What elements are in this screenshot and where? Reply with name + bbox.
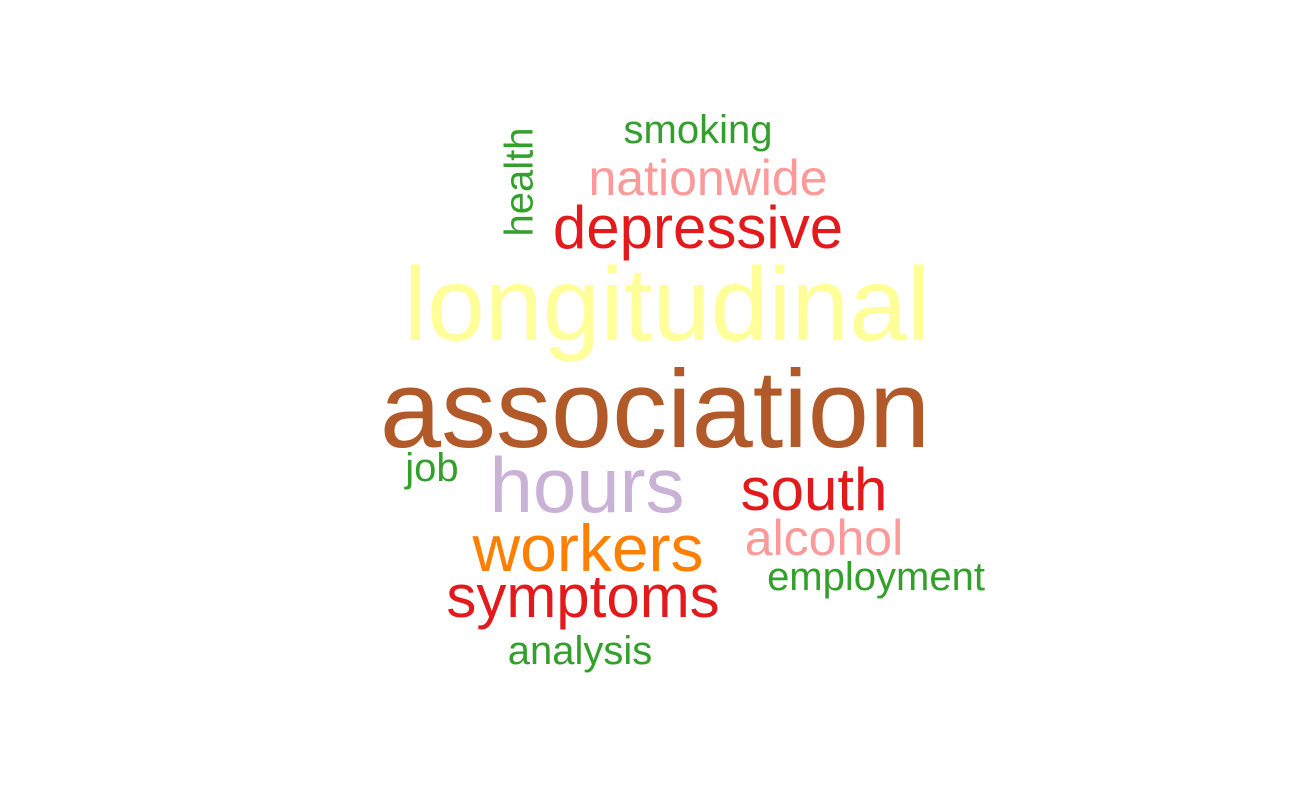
word-job: job bbox=[405, 446, 459, 490]
word-health: health bbox=[496, 127, 541, 237]
word-association: association bbox=[379, 348, 931, 471]
word-depressive: depressive bbox=[552, 194, 844, 261]
word-alcohol: alcohol bbox=[744, 510, 904, 566]
word-symptoms: symptoms bbox=[446, 563, 720, 630]
word-longitudinal: longitudinal bbox=[403, 247, 931, 363]
word-employment: employment bbox=[767, 555, 985, 599]
word-smoking: smoking bbox=[623, 108, 773, 152]
word-nationwide: nationwide bbox=[588, 150, 828, 206]
word-hours: hours bbox=[489, 441, 685, 529]
word-south: south bbox=[740, 456, 888, 523]
word-analysis: analysis bbox=[507, 629, 653, 673]
word-workers: workers bbox=[472, 511, 704, 585]
